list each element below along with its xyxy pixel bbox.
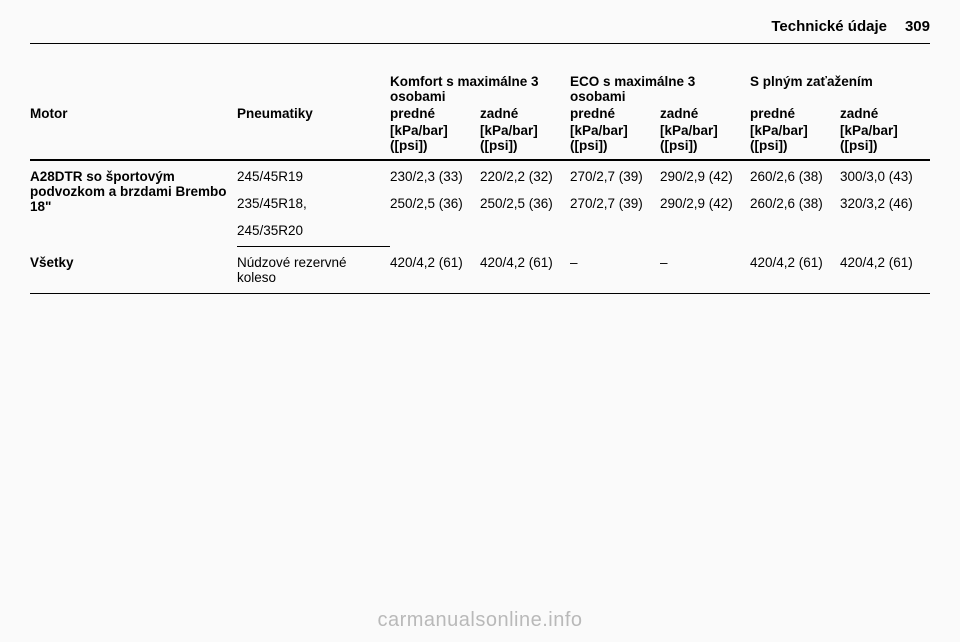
watermark: carmanualsonline.info [0,609,960,632]
table-row: Všetky Núdzové rezervné koleso 420/4,2 (… [30,247,930,294]
col-front-3: predné [750,106,840,123]
val-cell: 420/4,2 (61) [480,247,570,294]
engine-cell: A28DTR so športovým podvozkom a brzdami … [30,160,237,247]
unit-1: [kPa/bar] ([psi]) [390,123,480,160]
val-cell: 220/2,2 (32) [480,160,570,188]
val-cell: 320/3,2 (46) [840,188,930,247]
col-rear-3: zadné [840,106,930,123]
group-header-eco: ECO s maximálne 3 osobami [570,68,750,106]
val-cell: 260/2,6 (38) [750,160,840,188]
unit-row: [kPa/bar] ([psi]) [kPa/bar] ([psi]) [kPa… [30,123,930,160]
col-engine-label: Motor [30,106,237,123]
page-header: Technické údaje 309 [30,18,930,44]
column-header-row: Motor Pneumatiky predné zadné predné zad… [30,106,930,123]
val-cell: 300/3,0 (43) [840,160,930,188]
engine-cell: Všetky [30,247,237,294]
table-row: A28DTR so športovým podvozkom a brzdami … [30,160,930,188]
group-header-full: S plným zaťažením [750,68,930,106]
page-container: Technické údaje 309 Komfort s maximálne … [0,0,960,642]
val-cell: – [660,247,750,294]
val-cell: 290/2,9 (42) [660,160,750,188]
val-cell: 260/2,6 (38) [750,188,840,247]
col-front-1: predné [390,106,480,123]
val-cell: 230/2,3 (33) [390,160,480,188]
col-rear-1: zadné [480,106,570,123]
group-header-row: Komfort s maximálne 3 osobami ECO s maxi… [30,68,930,106]
unit-2: [kPa/bar] ([psi]) [480,123,570,160]
tire-cell: Núdzové rezervné koleso [237,247,390,294]
tire-cell: 245/35R20 [237,215,390,247]
unit-4: [kPa/bar] ([psi]) [660,123,750,160]
val-cell: 420/4,2 (61) [390,247,480,294]
val-cell: 250/2,5 (36) [480,188,570,247]
col-front-2: predné [570,106,660,123]
col-rear-2: zadné [660,106,750,123]
group-header-comfort: Komfort s maximálne 3 osobami [390,68,570,106]
val-cell: 420/4,2 (61) [840,247,930,294]
val-cell: 270/2,7 (39) [570,188,660,247]
unit-3: [kPa/bar] ([psi]) [570,123,660,160]
header-title: Technické údaje [771,18,887,35]
col-tires-label: Pneumatiky [237,106,390,123]
unit-5: [kPa/bar] ([psi]) [750,123,840,160]
val-cell: 290/2,9 (42) [660,188,750,247]
val-cell: 250/2,5 (36) [390,188,480,247]
unit-6: [kPa/bar] ([psi]) [840,123,930,160]
tire-pressure-table: Komfort s maximálne 3 osobami ECO s maxi… [30,68,930,294]
val-cell: 270/2,7 (39) [570,160,660,188]
tire-cell: 245/45R19 [237,160,390,188]
val-cell: 420/4,2 (61) [750,247,840,294]
val-cell: – [570,247,660,294]
header-page-number: 309 [905,18,930,35]
tire-cell: 235/45R18, [237,188,390,215]
